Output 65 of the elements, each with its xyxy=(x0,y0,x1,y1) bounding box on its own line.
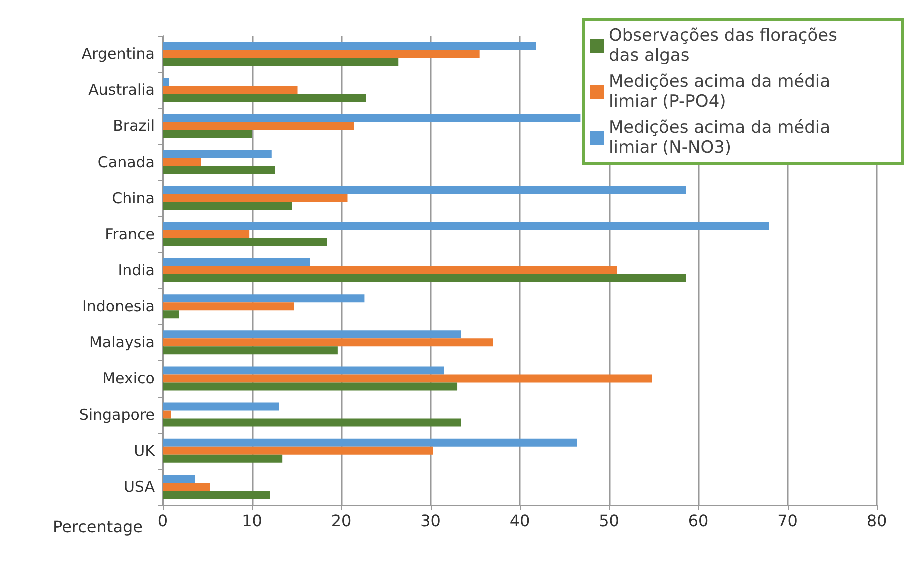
bar xyxy=(163,42,536,50)
bar xyxy=(163,78,170,86)
x-tick-label: 60 xyxy=(688,512,709,530)
bar xyxy=(163,410,172,419)
bar xyxy=(163,86,298,94)
bar xyxy=(163,202,292,210)
bar xyxy=(163,490,270,499)
bar xyxy=(163,438,578,447)
y-tick-label: Mexico xyxy=(102,370,155,388)
x-tick-label: 30 xyxy=(420,512,441,530)
y-tick-label: Australia xyxy=(88,81,155,100)
bar xyxy=(163,310,180,319)
x-tick-label: 20 xyxy=(331,512,352,530)
bar xyxy=(163,150,272,158)
bar xyxy=(163,186,686,194)
bar xyxy=(163,166,276,174)
y-tick-label: UK xyxy=(134,442,156,460)
bar xyxy=(163,266,618,274)
bar xyxy=(163,94,366,102)
x-axis-title: Percentage xyxy=(52,518,143,536)
y-tick-label: Canada xyxy=(98,153,155,172)
x-tick-label: 0 xyxy=(158,512,168,530)
bar xyxy=(163,374,652,383)
x-tick-label: 40 xyxy=(510,512,530,530)
bar xyxy=(163,346,338,355)
bar xyxy=(163,58,399,66)
y-tick-label: France xyxy=(105,225,155,244)
bar xyxy=(163,230,250,238)
bar xyxy=(163,366,444,375)
y-tick-label: Brazil xyxy=(113,117,155,136)
bar xyxy=(163,194,348,202)
y-tick-label: USA xyxy=(124,478,156,496)
bar xyxy=(163,114,581,122)
y-tick-label: China xyxy=(112,189,155,208)
bar xyxy=(163,50,480,58)
bar xyxy=(163,418,462,427)
bar xyxy=(163,258,310,266)
bar xyxy=(163,482,210,491)
bar xyxy=(163,122,354,130)
bar xyxy=(163,130,252,138)
legend-label: Medições acima da média limiar (P-PO4) xyxy=(609,72,836,112)
y-tick-label: Singapore xyxy=(79,406,155,424)
y-tick-label: Malaysia xyxy=(89,334,155,352)
bar xyxy=(163,330,462,339)
bar xyxy=(163,454,283,463)
bar xyxy=(163,274,686,282)
x-tick-label: 80 xyxy=(866,512,888,530)
bar xyxy=(163,238,328,246)
bar xyxy=(163,222,770,230)
x-tick-label: 10 xyxy=(242,512,262,530)
y-tick-label: Indonesia xyxy=(82,298,155,316)
y-tick-label: Argentina xyxy=(82,45,155,64)
bar xyxy=(163,446,434,455)
bar xyxy=(163,382,458,391)
bar xyxy=(163,402,280,411)
x-tick-label: 70 xyxy=(778,512,798,530)
bar xyxy=(163,338,494,347)
bar xyxy=(163,158,202,166)
bar xyxy=(163,474,196,483)
legend-label: Observações das florações das algas xyxy=(609,26,843,66)
y-tick-label: India xyxy=(118,262,155,280)
bar xyxy=(163,302,294,311)
bar xyxy=(163,294,365,303)
legend-label: Medições acima da média limiar (N-NO3) xyxy=(609,118,836,158)
x-tick-label: 50 xyxy=(599,512,620,530)
